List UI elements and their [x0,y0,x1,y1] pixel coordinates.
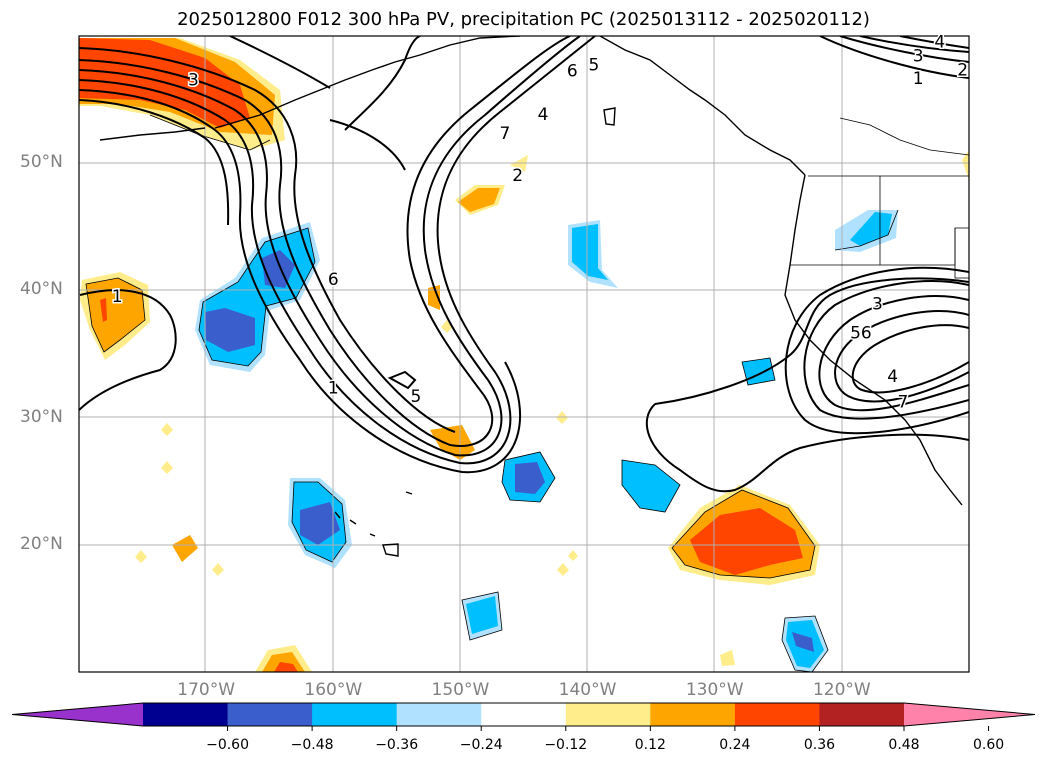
contour-label: 2 [512,166,523,186]
colorbar-segment [396,703,482,726]
colorbar-tick-label: −0.12 [544,737,588,753]
contour-label: 1 [913,69,924,89]
latitude-label: 40°N [20,279,63,300]
longitude-label: 130°W [685,680,744,700]
pv-contour-layer [79,36,969,493]
contour-label: 5 [411,387,422,407]
contour-label: 3 [913,46,924,66]
colorbar [11,702,1036,731]
longitude-label: 150°W [431,680,490,700]
precip-positive-area [172,535,198,562]
colorbar-segment [143,703,229,726]
contour-label: 1 [328,378,339,398]
contour-label: 4 [887,367,898,387]
colorbar-extend-low [12,703,143,726]
colorbar-outline [11,702,1036,727]
graticule [79,36,969,672]
longitude-label: 160°W [304,680,363,700]
colorbar-segment [481,703,567,726]
colorbar-segment [734,703,820,726]
contour-label: 6 [328,270,339,290]
contour-label: 5 [589,55,600,75]
longitude-label: 120°W [812,680,871,700]
precip-negative-area [792,632,814,652]
precip-positive-area [962,150,969,180]
border-layer [790,117,969,279]
precip-positive-area [86,278,145,352]
colorbar-tick-label: −0.48 [290,737,334,753]
colorbar-segment [650,703,736,726]
contour-label: 1 [112,287,123,307]
contour-label: 3 [188,71,199,91]
colorbar-tick-label: −0.60 [206,737,249,753]
contour-label: 7 [500,124,511,144]
precipitation-fill-layer [79,38,969,672]
colorbar-extend-high [904,703,1035,726]
latitude-label: 20°N [20,533,63,554]
colorbar-segment [227,703,313,726]
contour-label: 4 [538,105,549,125]
colorbar-tick-label: −0.24 [459,737,503,753]
precip-negative-area [515,462,545,494]
colorbar-tick-label: 0.48 [888,737,920,753]
precip-positive-area [458,188,500,212]
map-title: 2025012800 F012 300 hPa PV, precipitatio… [177,9,870,30]
map-frame [78,35,970,673]
contour-label: 2 [957,60,968,80]
colorbar-tick-label: 0.36 [803,737,836,753]
precip-positive-area [720,650,735,666]
precip-positive-area [274,662,298,672]
colorbar-tick-label: −0.36 [375,737,419,753]
colorbar-segment [312,703,398,726]
precip-positive-area [428,285,440,310]
precip-negative-area [572,224,608,280]
colorbar-segment [819,703,905,726]
precip-positive-area [430,425,475,460]
contour-label: 6 [567,62,578,82]
contour-label: 3 [872,294,883,314]
precip-positive-area [100,298,107,322]
latitude-label: 50°N [20,152,63,173]
precip-negative-area [262,250,295,288]
longitude-label: 170°W [177,680,236,700]
precip-negative-area [300,502,340,545]
contour-label: 4 [934,32,945,52]
precip-positive-area [690,508,803,575]
colorbar-segment [565,703,651,726]
longitude-label: 140°W [558,680,617,700]
contour-label: 7 [897,392,908,412]
colorbar-tick-label: 0.24 [719,737,751,753]
precip-negative-area [622,460,680,512]
precip-negative-area [466,596,498,634]
latitude-label: 30°N [20,406,63,427]
colorbar-tick-label: 0.12 [634,737,666,753]
precip-negative-area [205,308,255,352]
contour-label: 56 [850,324,872,344]
colorbar-tick-label: 0.60 [972,737,1005,753]
